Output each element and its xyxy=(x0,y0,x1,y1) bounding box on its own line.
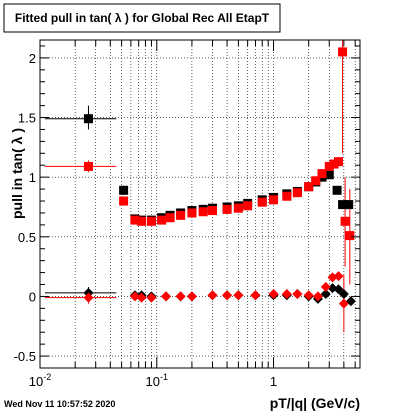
data-point-diamond xyxy=(320,289,331,300)
data-point-square xyxy=(269,195,279,205)
data-point-square xyxy=(257,197,267,207)
data-point-square xyxy=(324,161,334,171)
axes: -0.5 0 0.5 1 1.5 2 10-2 10-1 1 xyxy=(14,39,361,389)
y-tick-label: 1.5 xyxy=(18,111,36,126)
axes-frame xyxy=(39,39,361,369)
data-point-square xyxy=(233,203,243,213)
x-tick-label: 1 xyxy=(270,374,277,389)
data-point-square xyxy=(146,216,156,226)
y-tick-label: 2 xyxy=(29,51,36,66)
chart-title: Fitted pull in tan( λ ) for Global Rec A… xyxy=(15,11,270,25)
data-point-square xyxy=(119,196,129,206)
data-point-square xyxy=(334,157,344,167)
data-point-diamond xyxy=(161,291,172,302)
x-axis-title: pT/|q| (GeV/c) xyxy=(270,395,360,411)
data-point-square xyxy=(317,169,327,179)
y-axis-title: pull in tan( λ ) xyxy=(9,128,25,219)
data-point-diamond xyxy=(207,290,218,301)
data-point-square xyxy=(83,114,93,124)
y-tick-label: 1 xyxy=(29,170,36,185)
data-point-square xyxy=(338,47,348,57)
y-tick-label: 0 xyxy=(29,289,36,304)
data-point-diamond xyxy=(268,289,279,300)
data-point-square xyxy=(332,185,342,195)
data-point-square xyxy=(187,208,197,218)
data-point-diamond xyxy=(175,291,186,302)
plot-frame xyxy=(40,40,360,368)
data-point-diamond xyxy=(222,290,233,301)
data-point-square xyxy=(165,213,175,223)
data-point-square xyxy=(157,215,167,225)
data-point-square xyxy=(176,210,186,220)
data-point-diamond xyxy=(281,289,292,300)
data-point-square xyxy=(292,188,302,198)
data-point-square xyxy=(137,216,147,226)
data-point-square xyxy=(324,170,334,180)
grid xyxy=(40,40,360,368)
data-point-diamond xyxy=(292,289,303,300)
data-point-diamond xyxy=(320,281,331,292)
data-point-square xyxy=(345,231,355,241)
data-markers xyxy=(83,47,356,309)
data-point-diamond xyxy=(338,289,349,300)
data-point-diamond xyxy=(136,292,147,303)
data-point-square xyxy=(207,206,217,216)
data-point-diamond xyxy=(83,292,94,303)
data-point-square xyxy=(198,207,208,217)
data-point-square xyxy=(344,200,354,210)
chart-title-box: Fitted pull in tan( λ ) for Global Rec A… xyxy=(3,3,281,33)
data-point-square xyxy=(304,182,314,192)
data-point-square xyxy=(282,191,292,201)
data-point-square xyxy=(130,215,140,225)
data-point-diamond xyxy=(303,290,314,301)
data-point-square xyxy=(83,161,93,171)
data-point-square xyxy=(338,200,348,210)
data-point-square xyxy=(243,201,253,211)
data-point-diamond xyxy=(186,291,197,302)
data-point-diamond xyxy=(312,291,323,302)
timestamp: Wed Nov 11 10:57:52 2020 xyxy=(4,399,115,409)
y-tick-label: 0.5 xyxy=(18,230,36,245)
data-point-diamond xyxy=(129,291,140,302)
data-point-diamond xyxy=(333,284,344,295)
plot-area xyxy=(40,40,360,368)
data-point-diamond xyxy=(233,290,244,301)
data-point-square xyxy=(119,185,129,195)
data-point-diamond xyxy=(146,292,157,303)
x-tick-label: 10-2 xyxy=(29,372,51,389)
data-point-square xyxy=(222,204,232,214)
data-point-square xyxy=(311,176,321,186)
y-tick-label: -0.5 xyxy=(14,349,36,364)
data-point-diamond xyxy=(338,298,349,309)
data-point-diamond xyxy=(250,290,261,301)
data-point-diamond xyxy=(333,271,344,282)
data-point-square xyxy=(340,216,350,226)
x-tick-label: 10-1 xyxy=(146,372,168,389)
